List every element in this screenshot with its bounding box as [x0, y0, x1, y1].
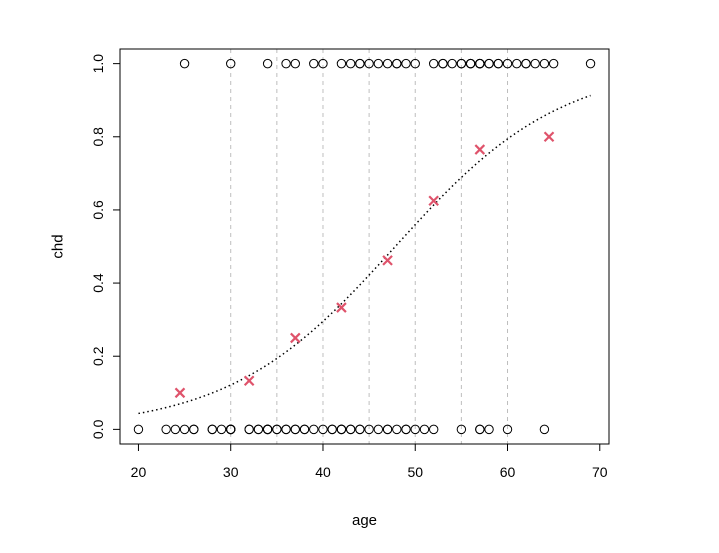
observation-point: [262, 424, 273, 435]
y-tick-label: 0.8: [90, 127, 106, 147]
observation-point: [512, 58, 522, 69]
observation-point: [493, 58, 503, 69]
observation-point: [244, 424, 254, 435]
observation-point: [318, 424, 328, 435]
observation-point: [373, 424, 384, 435]
observation-point: [161, 424, 171, 435]
observation-point: [456, 58, 467, 69]
observation-point: [327, 424, 337, 435]
observation-point: [373, 58, 384, 69]
observation-point: [475, 58, 485, 69]
observation-point: [475, 424, 485, 435]
fitted-logistic-curve: [138, 94, 591, 415]
observation-point: [521, 58, 531, 69]
observation-point: [530, 58, 540, 69]
observation-point: [456, 424, 467, 435]
observation-point: [548, 58, 559, 69]
group-mean-markers: [174, 131, 555, 399]
observation-point: [309, 424, 319, 435]
observation-point: [179, 424, 190, 435]
x-tick-label: 30: [223, 464, 239, 480]
observation-point: [262, 58, 273, 69]
x-tick-label: 70: [592, 464, 608, 480]
observation-point: [447, 58, 457, 69]
observation-point: [189, 424, 199, 435]
y-tick-label: 0.4: [90, 273, 106, 293]
observation-point: [419, 424, 430, 435]
group-mean-marker: [474, 144, 486, 155]
y-tick-label: 0.2: [90, 346, 106, 366]
observation-point: [428, 58, 439, 69]
observation-point: [207, 424, 217, 435]
group-mean-marker: [543, 131, 555, 143]
observation-point: [465, 58, 476, 69]
observation-point: [382, 58, 393, 69]
observation-point: [253, 424, 264, 435]
observation-point: [539, 424, 550, 435]
observation-point: [484, 58, 494, 69]
observation-point: [281, 424, 291, 435]
observation-point: [290, 424, 301, 435]
observation-point: [226, 424, 236, 435]
group-mean-marker: [243, 375, 255, 387]
y-axis-title: chd: [50, 234, 67, 258]
group-mean-marker: [428, 195, 439, 207]
x-axis-title: age: [352, 512, 377, 529]
observation-point: [309, 58, 319, 69]
x-tick-label: 40: [315, 464, 331, 480]
y-axis: 0.0 0.2 0.4 0.6 0.8 1.0: [90, 54, 121, 439]
group-mean-marker: [174, 387, 186, 399]
observation-point: [410, 424, 420, 435]
y-tick-label: 0.6: [90, 200, 106, 220]
observation-point: [382, 424, 393, 435]
observation-point: [179, 58, 190, 69]
observation-point: [401, 58, 411, 69]
observation-point: [170, 424, 181, 435]
group-mean-marker: [336, 302, 347, 313]
observation-point: [133, 424, 144, 435]
observation-point: [272, 424, 282, 435]
plot-frame: [119, 48, 610, 445]
observation-point: [299, 424, 310, 435]
observation-point: [336, 58, 347, 69]
observation-point: [355, 424, 365, 435]
observation-point: [410, 58, 420, 69]
observation-point: [585, 58, 596, 69]
observation-point: [539, 58, 550, 69]
observation-point: [502, 424, 513, 435]
observation-point: [392, 424, 402, 435]
x-tick-label: 20: [131, 464, 147, 480]
observation-point: [355, 58, 365, 69]
observation-point: [345, 424, 356, 435]
y-tick-label: 1.0: [90, 54, 106, 74]
observation-point: [281, 58, 291, 69]
observation-point: [401, 424, 411, 435]
observation-point: [364, 424, 374, 435]
observation-point: [345, 58, 356, 69]
observation-point: [502, 58, 513, 69]
observation-point: [336, 424, 347, 435]
observation-point: [428, 424, 439, 435]
x-tick-label: 50: [407, 464, 423, 480]
observation-point: [438, 58, 448, 69]
observation-points: [133, 58, 596, 435]
observation-point: [318, 58, 328, 69]
observation-point: [392, 58, 402, 69]
observation-point: [484, 424, 494, 435]
observation-point: [364, 58, 374, 69]
observation-point: [226, 58, 236, 69]
observation-point: [216, 424, 227, 435]
y-tick-label: 0.0: [90, 419, 106, 439]
x-tick-label: 60: [500, 464, 516, 480]
group-mean-marker: [382, 255, 393, 266]
x-axis: 20 30 40 50 60 70: [131, 443, 608, 480]
group-mean-marker: [290, 332, 301, 344]
reference-lines: [230, 49, 509, 444]
observation-point: [290, 58, 301, 69]
